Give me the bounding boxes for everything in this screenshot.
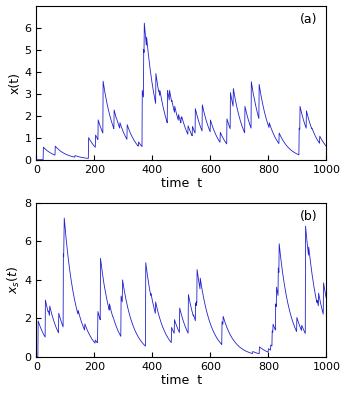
X-axis label: time  t: time t [161, 177, 202, 190]
Y-axis label: $x_s(t)$: $x_s(t)$ [6, 266, 22, 294]
Text: (b): (b) [300, 210, 318, 223]
Y-axis label: x(t): x(t) [9, 72, 22, 94]
Text: (a): (a) [300, 13, 318, 26]
X-axis label: time  t: time t [161, 375, 202, 387]
